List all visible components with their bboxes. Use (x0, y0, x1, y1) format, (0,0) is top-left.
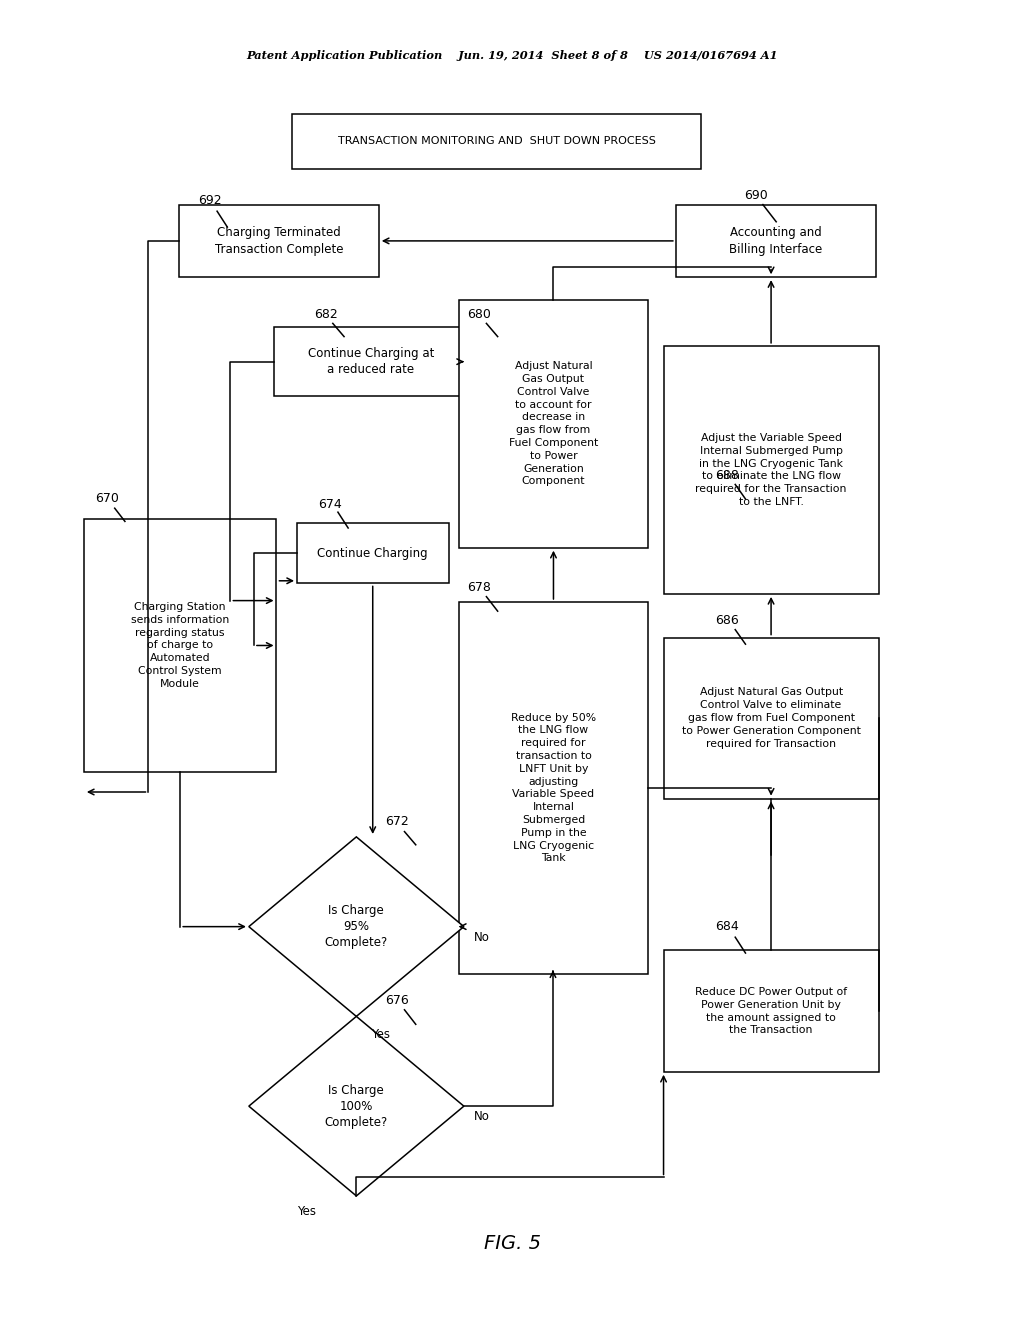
Polygon shape (249, 837, 464, 1016)
Text: 690: 690 (743, 189, 768, 202)
Text: 670: 670 (95, 492, 120, 506)
Text: 678: 678 (467, 581, 492, 594)
Text: 674: 674 (317, 498, 342, 511)
Polygon shape (249, 1016, 464, 1196)
Text: FIG. 5: FIG. 5 (483, 1234, 541, 1253)
Text: 682: 682 (313, 308, 338, 321)
Text: Adjust Natural Gas Output
Control Valve to eliminate
gas flow from Fuel Componen: Adjust Natural Gas Output Control Valve … (682, 688, 860, 748)
Text: No: No (474, 931, 490, 944)
FancyBboxPatch shape (274, 327, 467, 396)
Text: 692: 692 (198, 194, 222, 207)
FancyBboxPatch shape (664, 638, 879, 799)
Text: 688: 688 (715, 469, 739, 482)
FancyBboxPatch shape (84, 519, 276, 772)
Text: 680: 680 (467, 308, 492, 321)
FancyBboxPatch shape (664, 346, 879, 594)
FancyBboxPatch shape (292, 114, 701, 169)
Text: Patent Application Publication    Jun. 19, 2014  Sheet 8 of 8    US 2014/0167694: Patent Application Publication Jun. 19, … (246, 50, 778, 61)
FancyBboxPatch shape (664, 950, 879, 1072)
FancyBboxPatch shape (297, 523, 449, 583)
Text: Continue Charging: Continue Charging (317, 546, 428, 560)
Text: TRANSACTION MONITORING AND  SHUT DOWN PROCESS: TRANSACTION MONITORING AND SHUT DOWN PRO… (338, 136, 655, 147)
FancyBboxPatch shape (676, 205, 876, 277)
Text: Is Charge
95%
Complete?: Is Charge 95% Complete? (325, 904, 388, 949)
Text: Accounting and
Billing Interface: Accounting and Billing Interface (729, 226, 822, 256)
Text: 672: 672 (385, 814, 410, 828)
Text: Is Charge
100%
Complete?: Is Charge 100% Complete? (325, 1084, 388, 1129)
Text: 686: 686 (715, 614, 739, 627)
FancyBboxPatch shape (179, 205, 379, 277)
Text: No: No (474, 1110, 490, 1123)
FancyBboxPatch shape (459, 602, 648, 974)
Text: Reduce by 50%
the LNG flow
required for
transaction to
LNFT Unit by
adjusting
Va: Reduce by 50% the LNG flow required for … (511, 713, 596, 863)
FancyBboxPatch shape (459, 300, 648, 548)
Text: 684: 684 (715, 920, 739, 933)
Text: Yes: Yes (371, 1028, 390, 1041)
Text: Reduce DC Power Output of
Power Generation Unit by
the amount assigned to
the Tr: Reduce DC Power Output of Power Generati… (695, 987, 847, 1035)
Text: Yes: Yes (297, 1205, 316, 1218)
Text: Adjust the Variable Speed
Internal Submerged Pump
in the LNG Cryogenic Tank
to e: Adjust the Variable Speed Internal Subme… (695, 433, 847, 507)
Text: Adjust Natural
Gas Output
Control Valve
to account for
decrease in
gas flow from: Adjust Natural Gas Output Control Valve … (509, 362, 598, 486)
Text: Charging Terminated
Transaction Complete: Charging Terminated Transaction Complete (215, 226, 343, 256)
Text: 676: 676 (385, 994, 410, 1007)
Text: Continue Charging at
a reduced rate: Continue Charging at a reduced rate (307, 347, 434, 376)
Text: Charging Station
sends information
regarding status
of charge to
Automated
Contr: Charging Station sends information regar… (131, 602, 229, 689)
